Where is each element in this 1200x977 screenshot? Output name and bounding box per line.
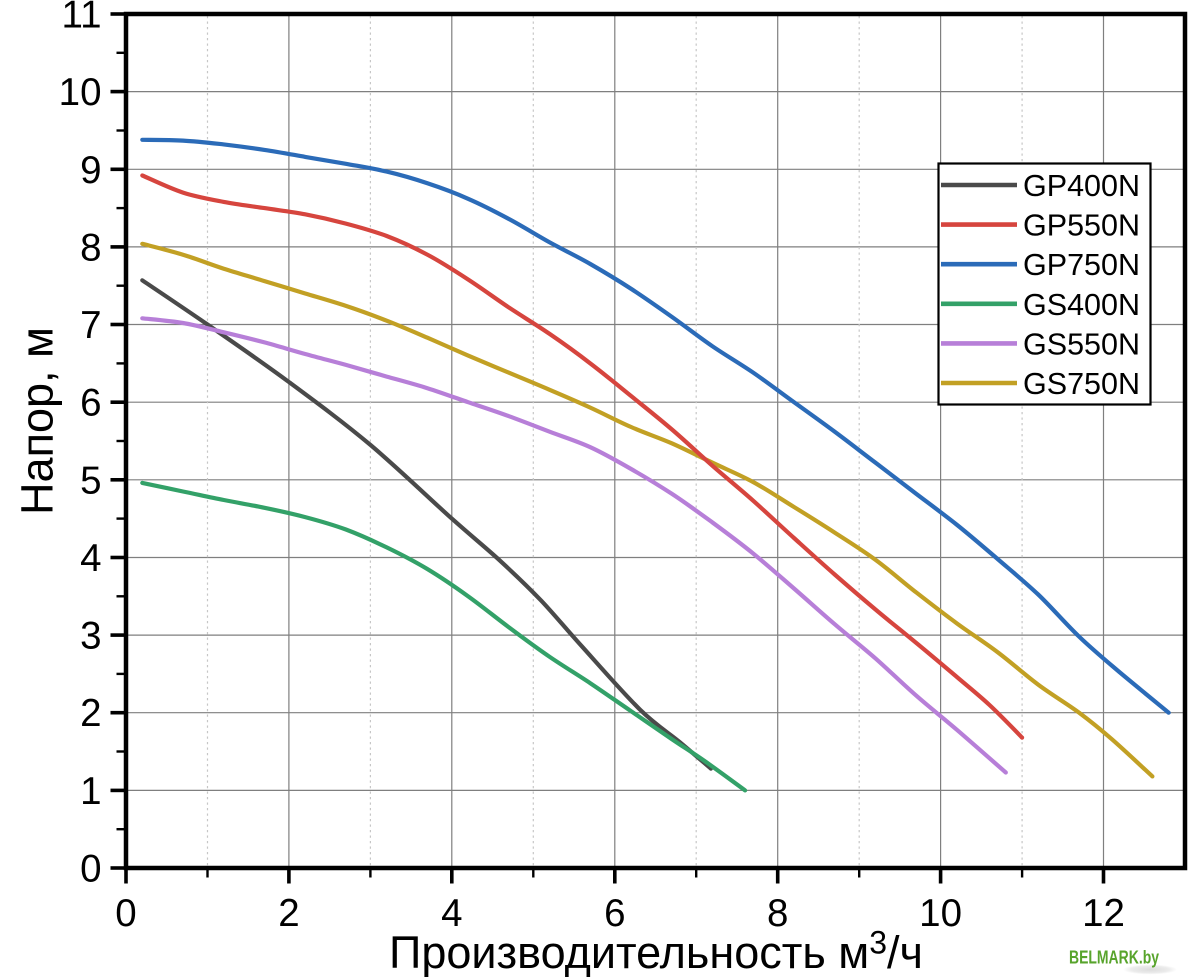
svg-text:3: 3	[80, 615, 101, 658]
svg-text:10: 10	[919, 892, 962, 935]
svg-text:GS400N: GS400N	[1023, 288, 1140, 322]
svg-text:1: 1	[80, 770, 101, 813]
svg-text:BELMARK.by: BELMARK.by	[1069, 947, 1160, 968]
svg-text:4: 4	[441, 892, 462, 935]
svg-text:11: 11	[62, 0, 102, 37]
svg-text:GP750N: GP750N	[1023, 248, 1140, 282]
svg-text:0: 0	[115, 892, 136, 935]
svg-text:GS550N: GS550N	[1023, 327, 1140, 361]
svg-text:Производительность м3/ч: Производительность м3/ч	[389, 925, 923, 977]
svg-text:Напор, м: Напор, м	[12, 327, 63, 515]
svg-text:GP400N: GP400N	[1023, 169, 1140, 203]
svg-text:7: 7	[80, 304, 101, 347]
svg-text:9: 9	[80, 149, 101, 192]
svg-text:8: 8	[767, 892, 788, 935]
svg-text:5: 5	[80, 459, 101, 502]
svg-text:6: 6	[80, 382, 101, 425]
svg-text:8: 8	[80, 226, 101, 269]
svg-text:2: 2	[278, 892, 299, 935]
svg-text:12: 12	[1082, 892, 1125, 935]
svg-text:0: 0	[80, 848, 101, 891]
svg-text:6: 6	[604, 892, 625, 935]
svg-text:GS750N: GS750N	[1023, 367, 1140, 401]
svg-text:2: 2	[80, 692, 101, 735]
svg-text:10: 10	[59, 71, 102, 114]
svg-text:GP550N: GP550N	[1023, 209, 1140, 243]
svg-text:4: 4	[80, 537, 101, 580]
